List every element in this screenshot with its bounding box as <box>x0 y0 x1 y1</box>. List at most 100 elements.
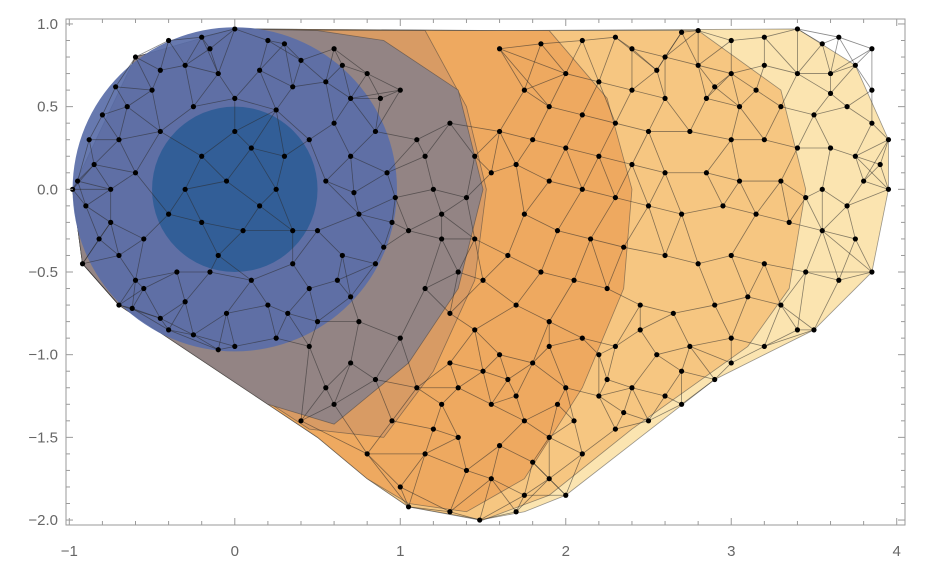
mesh-edge <box>479 478 492 521</box>
data-point <box>695 261 701 267</box>
mesh-edge <box>201 222 219 256</box>
data-point <box>414 137 420 143</box>
mesh-edge <box>573 279 608 289</box>
data-point <box>377 95 384 101</box>
mesh-edge <box>267 304 277 339</box>
mesh-edge <box>689 346 732 364</box>
mesh-edge <box>366 73 381 99</box>
data-point <box>472 236 478 242</box>
data-point <box>662 95 668 101</box>
data-point <box>480 368 486 374</box>
mesh-edge <box>582 188 616 198</box>
mesh-edge <box>855 65 873 91</box>
mesh-edge <box>358 321 401 339</box>
mesh-edge <box>565 147 599 157</box>
mesh-edge <box>333 98 351 124</box>
mesh-edge <box>126 106 161 132</box>
mesh-edge <box>333 362 352 405</box>
data-point <box>827 90 834 97</box>
data-point <box>281 41 288 47</box>
data-point <box>215 347 221 353</box>
data-point <box>488 170 494 176</box>
data-point <box>190 104 197 110</box>
mesh-edge <box>118 288 144 306</box>
data-point <box>99 112 106 118</box>
mesh-edge <box>292 263 310 289</box>
mesh-edge <box>259 189 277 207</box>
y-tick-label: −1.0 <box>28 347 58 364</box>
mesh-edge <box>358 197 396 215</box>
mesh-edge <box>731 73 757 91</box>
mesh-edge <box>582 114 616 124</box>
data-point <box>678 211 685 217</box>
mesh-edge <box>93 139 120 165</box>
data-point <box>546 476 552 482</box>
mesh-edge <box>598 379 608 397</box>
data-point <box>571 418 577 424</box>
data-point <box>736 104 743 110</box>
mesh-edge <box>490 379 509 405</box>
mesh-edge <box>706 172 724 207</box>
mesh-edge <box>764 28 798 38</box>
mesh-edge <box>292 230 318 264</box>
mesh-edge <box>234 131 252 149</box>
data-point <box>678 368 685 374</box>
data-point <box>372 128 379 135</box>
data-point <box>629 161 635 168</box>
data-point <box>364 451 370 457</box>
mesh-edge <box>350 89 401 99</box>
mesh-edge <box>449 279 484 314</box>
mesh-edge <box>780 147 798 182</box>
mesh-edge <box>449 362 484 372</box>
mesh-edge <box>755 213 790 223</box>
mesh-edge <box>764 263 806 273</box>
data-point <box>306 343 312 350</box>
data-point <box>521 492 527 498</box>
data-point <box>654 352 660 358</box>
mesh-edge <box>441 197 467 215</box>
mesh-edge <box>623 205 649 248</box>
data-point <box>596 79 602 85</box>
mesh-edge <box>408 506 450 513</box>
mesh-edge <box>300 60 327 83</box>
data-point <box>786 219 792 225</box>
mesh-edge <box>466 156 476 198</box>
mesh-edge <box>598 395 624 413</box>
mesh-edge <box>755 89 782 107</box>
mesh-edge <box>317 296 351 322</box>
data-point <box>803 269 809 275</box>
data-point <box>273 335 279 341</box>
data-point <box>141 285 147 292</box>
data-point <box>778 178 784 184</box>
data-point <box>223 178 230 184</box>
data-point <box>819 41 825 47</box>
data-point <box>761 261 767 267</box>
data-point <box>819 186 825 192</box>
data-point <box>612 426 619 432</box>
data-point <box>356 319 362 325</box>
mesh-edge <box>821 43 831 74</box>
data-point <box>579 37 585 44</box>
mesh-edge <box>722 205 757 215</box>
data-point <box>728 252 734 259</box>
mesh-edge <box>77 180 111 190</box>
mesh-edge <box>383 222 393 248</box>
data-point <box>885 186 892 192</box>
data-point <box>334 277 340 283</box>
mesh-edge <box>623 412 649 422</box>
data-point <box>662 54 668 60</box>
data-point <box>215 252 221 259</box>
mesh-edge <box>548 404 558 438</box>
data-point <box>351 190 357 196</box>
mesh-edge <box>515 495 525 512</box>
mesh-edge <box>432 404 443 430</box>
mesh-edge <box>656 32 682 71</box>
data-point <box>372 261 379 267</box>
mesh-edge <box>399 453 426 488</box>
mesh-edge <box>813 106 848 116</box>
mesh-edge <box>276 337 310 347</box>
mesh-edge <box>308 288 318 322</box>
mesh-edge <box>201 155 227 182</box>
mesh-edge <box>582 428 616 455</box>
